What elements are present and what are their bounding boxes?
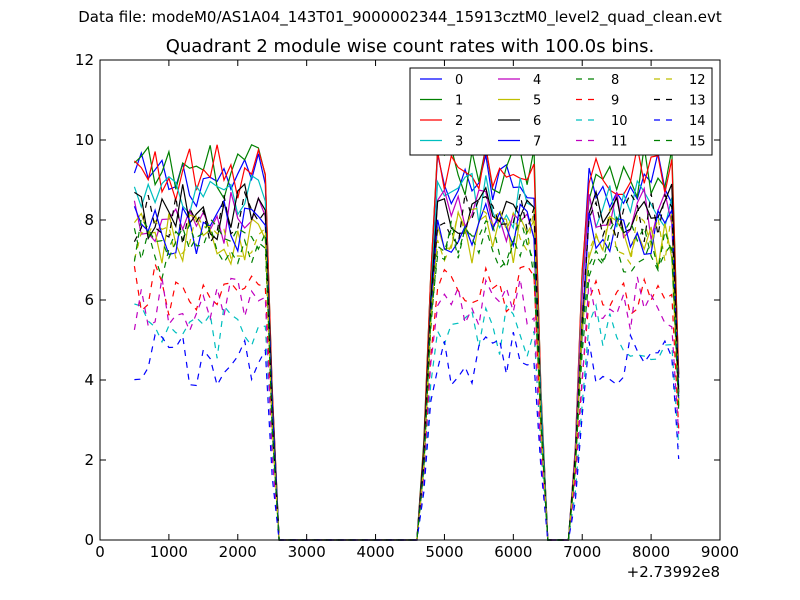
series-line-4 [133, 186, 680, 541]
x-tick-label: 1000 [150, 543, 188, 561]
axis-ticks: 0 1000 2000 3000 4000 5000 6000 7000 8000 9000 0 2 4… [75, 51, 739, 561]
x-tick-label: 4000 [356, 543, 394, 561]
series-line-1 [133, 144, 680, 541]
x-tick-label: 5000 [425, 543, 463, 561]
series-line-10 [134, 303, 680, 541]
legend-label-5: 5 [533, 94, 541, 109]
series-line-2 [133, 144, 680, 541]
x-tick-label: 7000 [563, 543, 601, 561]
series-line-12 [133, 207, 680, 541]
legend-label-14: 14 [689, 114, 706, 129]
x-tick-label: 6000 [494, 543, 532, 561]
series-line-5 [133, 210, 680, 541]
legend-label-4: 4 [533, 73, 541, 88]
series-line-15 [133, 215, 680, 541]
legend-label-7: 7 [533, 135, 541, 150]
series-line-13 [133, 190, 680, 541]
x-tick-label: 9000 [701, 543, 739, 561]
y-tick-label: 4 [84, 371, 94, 389]
legend-label-9: 9 [611, 94, 619, 109]
series-line-3 [133, 172, 680, 541]
legend-label-11: 11 [611, 135, 628, 150]
legend-label-13: 13 [689, 94, 706, 109]
legend-label-1: 1 [455, 94, 463, 109]
legend-label-0: 0 [455, 73, 463, 88]
x-tick-label: 8000 [632, 543, 670, 561]
x-offset-label: +2.73992e8 [627, 563, 720, 581]
y-tick-label: 12 [75, 51, 94, 69]
x-tick-label: 3000 [288, 543, 326, 561]
y-tick-label: 0 [84, 531, 94, 549]
legend-label-3: 3 [455, 135, 463, 150]
series-line-11 [133, 276, 680, 541]
series-line-9 [133, 261, 680, 541]
x-tick-label: 2000 [219, 543, 257, 561]
legend-label-15: 15 [689, 135, 706, 150]
legend-label-8: 8 [611, 73, 619, 88]
x-tick-label: 0 [95, 543, 105, 561]
legend-box [409, 67, 713, 156]
y-tick-label: 6 [84, 291, 94, 309]
y-tick-label: 8 [84, 211, 94, 229]
series-line-14 [134, 331, 680, 541]
data-file-title: Data file: modeM0/AS1A04_143T01_90000023… [78, 8, 722, 26]
legend-label-6: 6 [533, 114, 541, 129]
y-tick-label: 10 [75, 131, 94, 149]
y-tick-label: 2 [84, 451, 94, 469]
legend-label-12: 12 [689, 73, 706, 88]
series-lines [133, 144, 680, 541]
series-line-0 [133, 150, 680, 541]
legend-label-2: 2 [455, 114, 463, 129]
legend-label-10: 10 [611, 114, 628, 129]
chart-title: Quadrant 2 module wise count rates with … [165, 36, 655, 57]
